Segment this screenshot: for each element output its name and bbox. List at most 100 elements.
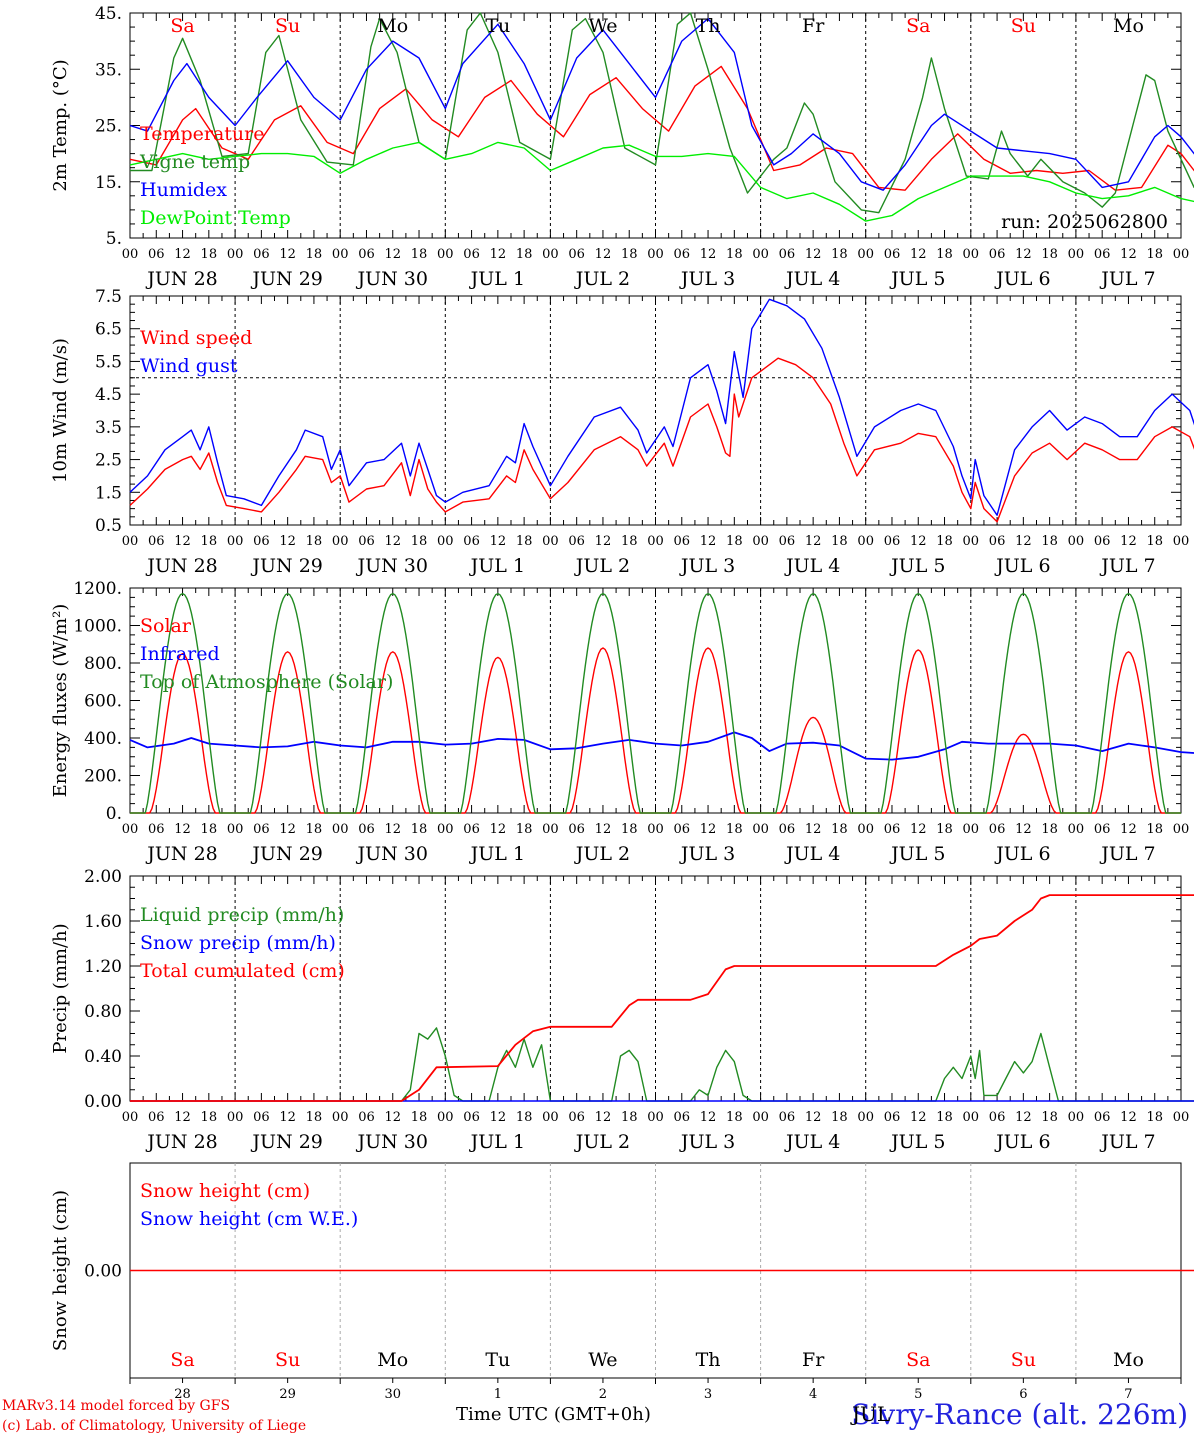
month-label: JUL (852, 1402, 891, 1426)
hour-label: 18 (726, 534, 743, 549)
date-label: JUL 4 (784, 1131, 840, 1153)
day-number-label: 5 (914, 1387, 922, 1402)
legend-label: Wind gust (140, 355, 238, 377)
hour-label: 06 (884, 1110, 901, 1125)
hour-label: 00 (647, 247, 664, 262)
legend-label: Total cumulated (cm) (140, 960, 345, 982)
hour-label: 06 (1094, 534, 1111, 549)
hour-label: 00 (752, 247, 769, 262)
hour-label: 06 (253, 1110, 270, 1125)
hour-label: 06 (779, 1110, 796, 1125)
hour-label: 18 (831, 1110, 848, 1125)
weekday-label: Fr (802, 1349, 825, 1371)
y-tick-label: 0. (106, 804, 122, 824)
hour-label: 00 (542, 534, 559, 549)
hour-label: 00 (122, 534, 139, 549)
hour-label: 12 (595, 1110, 612, 1125)
hour-label: 18 (726, 1110, 743, 1125)
weekday-label: Mo (377, 1349, 408, 1371)
hour-label: 12 (700, 1110, 717, 1125)
hour-label: 00 (857, 822, 874, 837)
hour-label: 18 (621, 534, 638, 549)
weekday-label: Th (696, 1349, 721, 1371)
hour-label: 00 (963, 247, 980, 262)
hour-label: 00 (1068, 1110, 1085, 1125)
hour-label: 06 (989, 1110, 1006, 1125)
hour-label: 00 (752, 1110, 769, 1125)
hour-label: 12 (700, 822, 717, 837)
hour-label: 12 (174, 534, 191, 549)
hour-label: 12 (700, 534, 717, 549)
hour-label: 06 (989, 822, 1006, 837)
hour-label: 12 (174, 247, 191, 262)
weekday-label: Su (275, 15, 300, 37)
hour-label: 00 (1068, 534, 1085, 549)
hour-label: 00 (437, 822, 454, 837)
hour-label: 18 (201, 1110, 218, 1125)
hour-label: 12 (490, 822, 507, 837)
hour-label: 00 (647, 822, 664, 837)
hour-label: 12 (910, 1110, 927, 1125)
weekday-label: Su (275, 1349, 300, 1371)
series-line (130, 592, 1181, 814)
hour-label: 00 (752, 822, 769, 837)
hour-label: 18 (306, 822, 323, 837)
weekday-label: Su (1011, 1349, 1036, 1371)
hour-label: 12 (174, 1110, 191, 1125)
hour-label: 06 (463, 534, 480, 549)
y-tick-label: 35. (95, 60, 122, 80)
date-label: JUN 29 (250, 555, 322, 577)
hour-label: 00 (1173, 247, 1190, 262)
hour-label: 06 (989, 247, 1006, 262)
weekday-label: Mo (1113, 15, 1144, 37)
y-tick-label: 0.00 (84, 1092, 122, 1112)
date-label: JUN 29 (250, 268, 322, 290)
hour-label: 00 (857, 1110, 874, 1125)
hour-label: 00 (1068, 247, 1085, 262)
hour-label: 06 (568, 534, 585, 549)
hour-label: 00 (647, 1110, 664, 1125)
hour-label: 18 (831, 534, 848, 549)
day-number-label: 28 (174, 1387, 191, 1402)
hour-label: 12 (1015, 822, 1032, 837)
day-number-label: 29 (279, 1387, 296, 1402)
hour-label: 00 (332, 534, 349, 549)
y-tick-label: 6.5 (95, 320, 122, 340)
hour-label: 00 (332, 822, 349, 837)
y-tick-label: 7.5 (95, 287, 122, 307)
date-label: JUL 7 (1099, 555, 1155, 577)
hour-label: 12 (805, 822, 822, 837)
date-label: JUN 30 (356, 1131, 428, 1153)
date-label: JUN 28 (145, 268, 217, 290)
y-tick-label: 5.5 (95, 352, 122, 372)
weekday-label: Mo (377, 15, 408, 37)
hour-label: 00 (963, 1110, 980, 1125)
weekday-label: We (588, 1349, 617, 1371)
hour-label: 18 (936, 247, 953, 262)
hour-label: 06 (884, 534, 901, 549)
station-name: Sivry-Rance (alt. 226m) (851, 1398, 1188, 1431)
series-line (129, 17, 1194, 191)
date-label: JUL 4 (784, 268, 840, 290)
hour-label: 00 (227, 1110, 244, 1125)
legend-label: DewPoint Temp (140, 207, 291, 229)
legend-label: Vigne temp (139, 151, 250, 173)
date-label: JUL 7 (1099, 843, 1155, 865)
hour-label: 00 (963, 534, 980, 549)
hour-label: 12 (595, 822, 612, 837)
y-tick-label: 1200. (73, 579, 122, 599)
hour-label: 12 (1120, 1110, 1137, 1125)
hour-label: 00 (227, 534, 244, 549)
hour-label: 06 (148, 534, 165, 549)
hour-label: 06 (779, 822, 796, 837)
hour-label: 18 (201, 534, 218, 549)
hour-label: 06 (463, 247, 480, 262)
date-label: JUL 1 (469, 268, 525, 290)
hour-label: 06 (1094, 247, 1111, 262)
hour-label: 18 (831, 822, 848, 837)
hour-label: 12 (1015, 534, 1032, 549)
date-label: JUL 5 (889, 555, 945, 577)
hour-label: 06 (253, 534, 270, 549)
hour-label: 06 (568, 822, 585, 837)
